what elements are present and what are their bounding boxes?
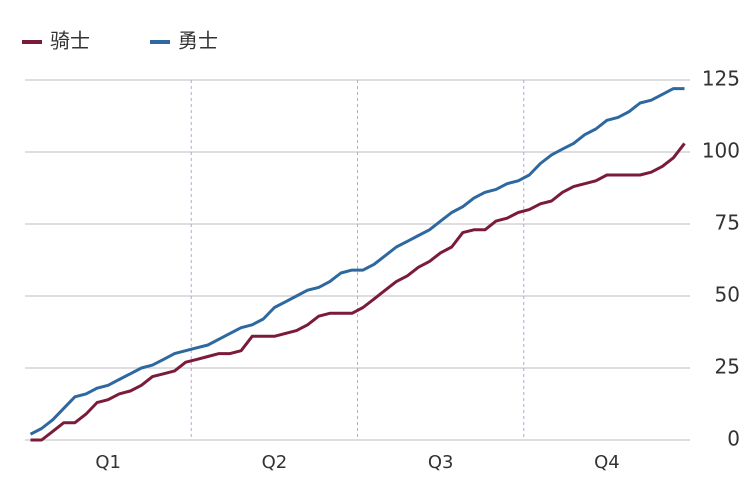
y-tick-label: 125	[702, 67, 740, 91]
legend-label: 骑士	[50, 29, 90, 53]
series-line	[30, 142, 686, 442]
x-tick-label: Q2	[262, 452, 288, 473]
legend-label: 勇士	[178, 29, 218, 53]
y-tick-label: 25	[715, 355, 740, 379]
y-tick-label: 100	[702, 139, 740, 163]
x-tick-label: Q4	[594, 452, 620, 473]
x-tick-label: Q1	[95, 452, 121, 473]
x-tick-label: Q3	[428, 452, 454, 473]
y-tick-label: 50	[715, 283, 740, 307]
series-line	[29, 87, 685, 436]
y-tick-label: 75	[715, 211, 740, 235]
y-tick-label: 0	[727, 427, 740, 451]
